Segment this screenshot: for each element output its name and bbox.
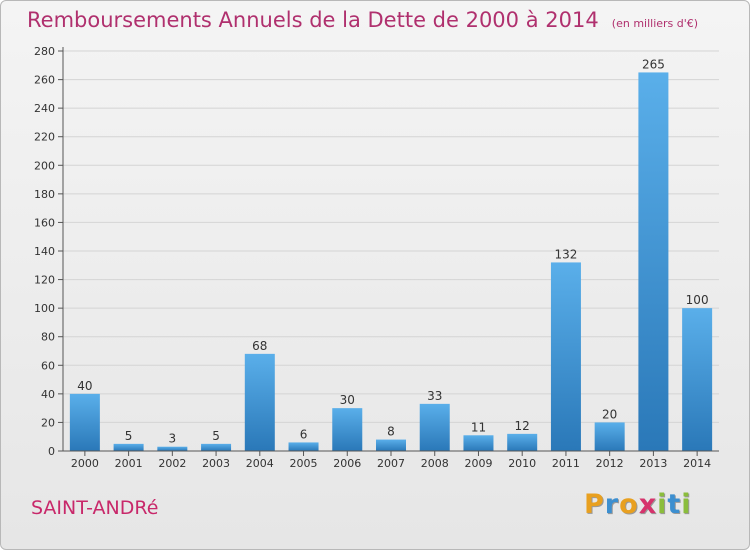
y-tick-label: 60 <box>41 359 55 372</box>
data-label-2002: 3 <box>169 432 177 446</box>
bar-2007 <box>376 439 406 451</box>
x-tick-label-2004: 2004 <box>246 457 274 470</box>
data-label-2012: 20 <box>602 407 617 421</box>
bar-2003 <box>201 443 232 451</box>
x-tick-label-2010: 2010 <box>508 457 536 470</box>
logo-letter: t <box>667 489 682 520</box>
bars: 40 5 3 5 68 6 30 8 33 11 12 132 20 265 100 <box>69 57 713 451</box>
y-tick-label: 260 <box>34 74 55 87</box>
y-tick-label: 120 <box>34 274 55 287</box>
bar-2000 <box>69 393 100 451</box>
data-label-2005: 6 <box>300 427 308 441</box>
data-label-2003: 5 <box>212 429 220 443</box>
y-tick-label: 280 <box>34 45 55 58</box>
data-label-2000: 40 <box>77 379 92 393</box>
bar-2011 <box>550 262 581 451</box>
chart-title: Remboursements Annuels de la Dette de 20… <box>27 8 599 32</box>
x-tick-label-2003: 2003 <box>202 457 230 470</box>
y-tick-label: 100 <box>34 302 55 315</box>
y-tick-label: 20 <box>41 416 55 429</box>
data-label-2010: 12 <box>515 419 530 433</box>
x-tick-label-2011: 2011 <box>552 457 580 470</box>
y-tick-label: 180 <box>34 188 55 201</box>
x-tick-label-2005: 2005 <box>290 457 318 470</box>
x-tick-label-2002: 2002 <box>158 457 186 470</box>
y-tick-label: 240 <box>34 102 55 115</box>
bar-2010 <box>507 433 538 451</box>
axes: 0204060801001201401601802002202402602802… <box>34 45 719 470</box>
bar-2009 <box>463 435 494 451</box>
bar-2001 <box>113 443 144 451</box>
y-tick-label: 220 <box>34 131 55 144</box>
data-label-2004: 68 <box>252 339 267 353</box>
y-tick-label: 160 <box>34 216 55 229</box>
x-tick-label-2006: 2006 <box>333 457 361 470</box>
grid-lines <box>63 50 719 423</box>
y-tick-label: 80 <box>41 331 55 344</box>
x-tick-label-2014: 2014 <box>683 457 711 470</box>
bar-2002 <box>157 446 188 451</box>
bar-2013 <box>638 72 669 451</box>
logo-letter: i <box>681 489 692 520</box>
x-tick-label-2000: 2000 <box>71 457 99 470</box>
logo-letter: P <box>584 489 605 520</box>
logo-letter: r <box>604 489 620 520</box>
y-tick-label: 140 <box>34 245 55 258</box>
x-tick-label-2007: 2007 <box>377 457 405 470</box>
data-label-2014: 100 <box>686 293 709 307</box>
chart-unit: (en milliers d'€) <box>611 17 699 30</box>
chart-title-block: Remboursements Annuels de la Dette de 20… <box>27 8 698 32</box>
data-label-2009: 11 <box>471 420 486 434</box>
x-tick-label-2001: 2001 <box>115 457 143 470</box>
bar-2005 <box>288 442 319 451</box>
logo-letter: o <box>619 489 639 520</box>
x-tick-label-2008: 2008 <box>421 457 449 470</box>
commune-name: SAINT-ANDRé <box>31 497 159 519</box>
x-tick-label-2009: 2009 <box>464 457 492 470</box>
data-label-2001: 5 <box>125 429 133 443</box>
logo-letter: i <box>657 489 668 520</box>
data-label-2011: 132 <box>554 247 577 261</box>
bar-2006 <box>332 408 363 451</box>
data-label-2008: 33 <box>427 389 442 403</box>
x-tick-label-2013: 2013 <box>639 457 667 470</box>
data-label-2007: 8 <box>387 425 395 439</box>
bar-2014 <box>682 308 713 451</box>
data-label-2006: 30 <box>340 393 355 407</box>
data-label-2013: 265 <box>642 57 665 71</box>
y-tick-label: 0 <box>48 445 55 458</box>
bar-2012 <box>594 422 625 451</box>
y-tick-label: 200 <box>34 159 55 172</box>
x-tick-label-2012: 2012 <box>596 457 624 470</box>
logo-letter: x <box>638 489 658 520</box>
bar-2004 <box>244 353 275 451</box>
y-tick-label: 40 <box>41 388 55 401</box>
bar-2008 <box>419 403 450 451</box>
proxiti-logo: Proxiti <box>584 489 692 520</box>
